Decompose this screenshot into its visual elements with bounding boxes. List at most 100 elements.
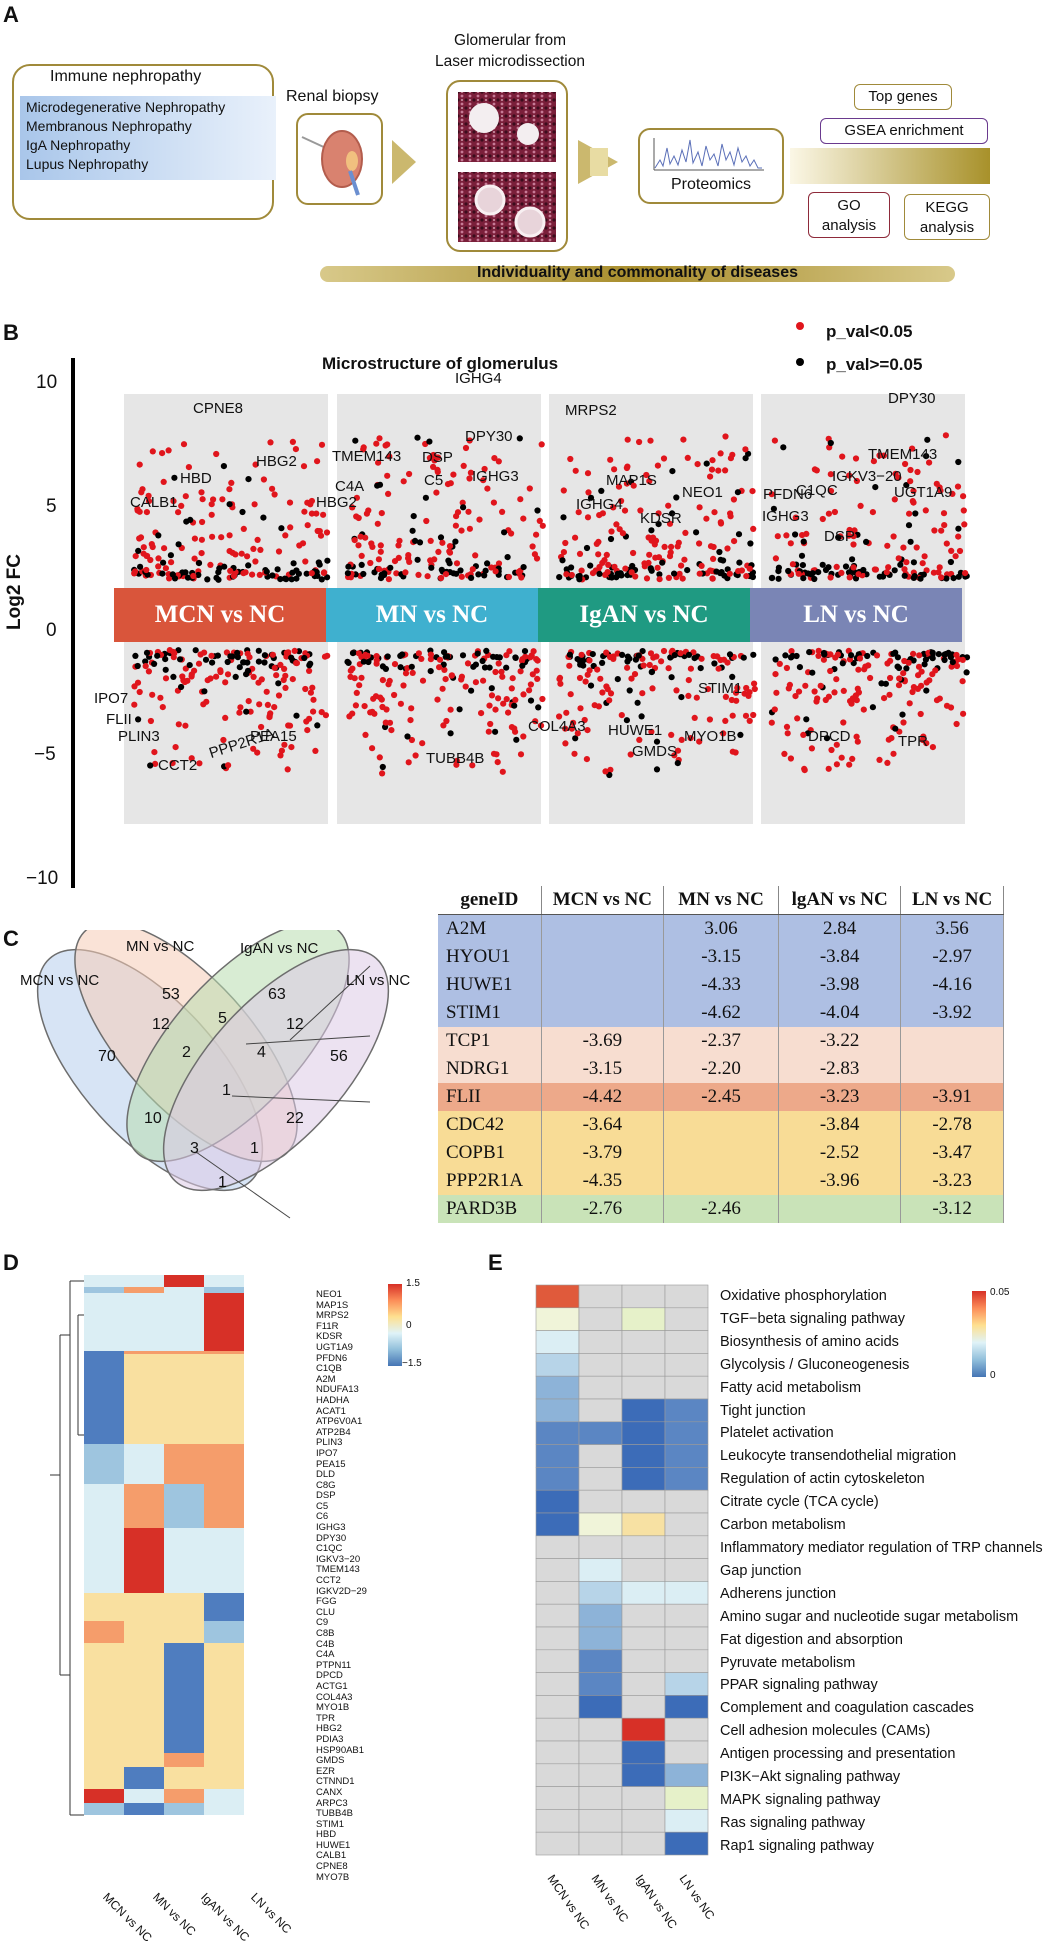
volcano-point [720,730,727,737]
volcano-point [299,540,307,547]
spectrum-icon [653,138,764,171]
heatmap-cell [664,1649,709,1673]
volcano-point [707,543,715,550]
volcano-point [584,470,592,477]
volcano-point [317,532,325,539]
volcano-point [149,691,156,698]
y-axis-label: Log2 FC [4,554,25,630]
volcano-point [905,659,912,666]
volcano-point [687,735,694,742]
volcano-point [442,676,449,683]
volcano-point [166,575,173,582]
volcano-point [190,572,197,580]
gene-label: HUWE1 [608,722,663,739]
heatmap-cell [84,1593,124,1621]
kidney-icon [301,130,363,196]
volcano-point [533,667,540,674]
volcano-point [407,717,414,724]
volcano-point [204,576,211,583]
volcano-point [960,493,967,500]
value-cell [541,999,665,1027]
heatmap-gene-label: ARPC3 [316,1797,348,1809]
volcano-point [872,566,880,573]
heatmap-cell [578,1831,623,1856]
volcano-point [800,731,807,738]
volcano-point [147,717,154,725]
volcano-point [671,652,678,659]
volcano-point [479,657,486,665]
volcano-point [402,569,409,576]
volcano-point [872,484,879,491]
volcano-point [864,652,871,660]
volcano-point [572,534,579,541]
heatmap-cell [535,1740,580,1765]
volcano-point [648,527,655,534]
value-cell [663,1139,780,1167]
volcano-point [613,521,620,528]
volcano-point [145,668,152,675]
gene-label: IGKV3−20 [832,468,902,485]
gene-label: MYO1B [684,728,737,745]
table-row: A2M 3.06 2.84 3.56 [438,914,1004,943]
volcano-point [614,676,621,683]
heatmap-cell [578,1649,623,1673]
volcano-point [250,673,257,680]
volcano-point [895,474,902,481]
volcano-point [903,665,910,672]
pathway-label: PI3K−Akt signaling pathway [720,1769,901,1786]
volcano-point [492,706,499,713]
volcano-point [953,651,960,659]
volcano-point [414,434,421,441]
heatmap-cell [204,1593,244,1621]
volcano-point [376,754,383,761]
volcano-point [373,657,380,664]
kegg-box: KEGG analysis [904,194,990,240]
volcano-point [323,529,331,536]
pathway-label: Rap1 signaling pathway [720,1837,874,1854]
heatmap-cell [535,1489,580,1514]
volcano-point [603,551,610,558]
volcano-point [186,662,193,669]
volcano-point [571,750,578,757]
volcano-point [655,521,662,528]
volcano-point [768,719,775,726]
volcano-point [237,704,244,711]
volcano-point [538,441,545,448]
volcano-point [804,570,812,577]
x-label: IgAN vs NC [632,1872,680,1932]
volcano-point [722,433,729,440]
volcano-point [290,560,297,567]
volcano-point [454,509,462,516]
heatmap-gene-label: COL4A3 [316,1691,353,1703]
volcano-point [316,561,323,568]
volcano-point [636,438,643,446]
volcano-point [659,559,666,566]
volcano-point [595,551,602,558]
value-cell: -4.42 [541,1083,665,1111]
heatmap-cell [535,1672,580,1696]
volcano-point [155,563,162,570]
legend-nonsig-dot [796,358,804,366]
heatmap-gene-label: C4A [316,1649,335,1661]
volcano-point [408,736,415,744]
volcano-point [362,731,369,738]
legend-label: 0 [406,1320,412,1331]
volcano-point [511,702,518,709]
volcano-point [856,655,864,662]
volcano-point [197,651,204,658]
volcano-point [922,507,929,514]
volcano-point [883,569,890,576]
volcano-point [669,468,676,475]
volcano-point [649,685,656,692]
pathway-label: Inflammatory mediator regulation of TRP … [720,1539,1043,1556]
volcano-point [367,559,374,567]
volcano-point [478,710,485,717]
volcano-point [913,544,920,551]
volcano-point [431,457,438,464]
heatmap-gene-label: STIM1 [316,1818,344,1830]
heatmap-cell [124,1293,164,1351]
gene-label: DPCD [808,728,851,745]
volcano-point [534,675,541,682]
volcano-point [476,516,483,523]
volcano-point [624,664,631,671]
